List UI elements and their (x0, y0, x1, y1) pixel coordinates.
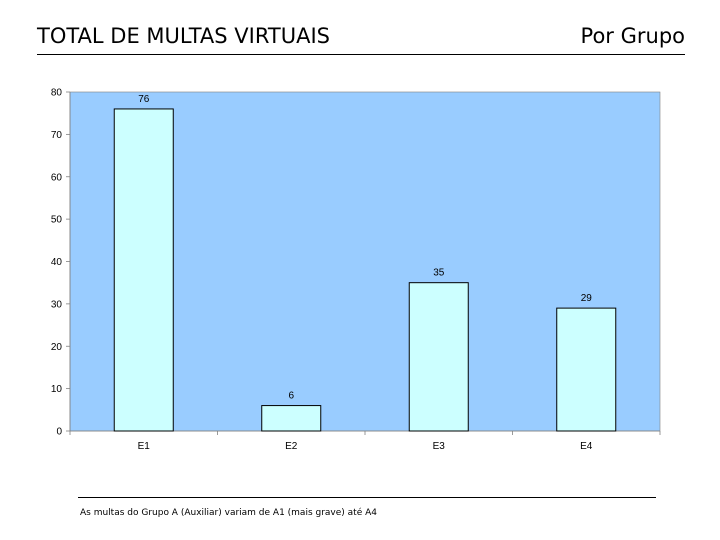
y-tick-label: 10 (51, 384, 63, 395)
data-label-e2: 6 (288, 391, 294, 402)
x-tick-label: E1 (138, 441, 151, 452)
y-tick-label: 50 (51, 215, 63, 226)
y-tick-label: 0 (56, 427, 62, 438)
bar-e3 (408, 282, 469, 432)
bar-e2 (261, 405, 322, 432)
data-label-e3: 35 (433, 268, 445, 279)
x-tick-label: E2 (285, 441, 298, 452)
y-tick-label: 70 (51, 130, 63, 141)
x-tick-label: E4 (580, 441, 593, 452)
x-tick-label: E3 (433, 441, 446, 452)
page-subtitle: Por Grupo (580, 24, 685, 48)
title-row: TOTAL DE MULTAS VIRTUAIS Por Grupo (37, 22, 685, 55)
y-tick-label: 30 (51, 299, 63, 310)
x-axis: E1 E2 E3 E4 (69, 430, 661, 452)
data-label-e1: 76 (138, 94, 150, 105)
bar-e1 (113, 108, 174, 432)
data-labels: 76 6 35 29 (138, 94, 592, 402)
bar-e4 (556, 307, 617, 432)
bars (113, 108, 617, 432)
y-tick-label: 20 (51, 342, 63, 353)
footnote-divider (78, 497, 656, 498)
y-axis: 0 10 20 30 40 50 60 70 80 (51, 88, 71, 438)
page-title: TOTAL DE MULTAS VIRTUAIS (37, 24, 330, 48)
y-tick-label: 80 (51, 88, 63, 99)
y-tick-label: 60 (51, 172, 63, 183)
data-label-e4: 29 (581, 293, 593, 304)
y-tick-label: 40 (51, 257, 63, 268)
footnote: As multas do Grupo A (Auxiliar) variam d… (80, 508, 377, 518)
